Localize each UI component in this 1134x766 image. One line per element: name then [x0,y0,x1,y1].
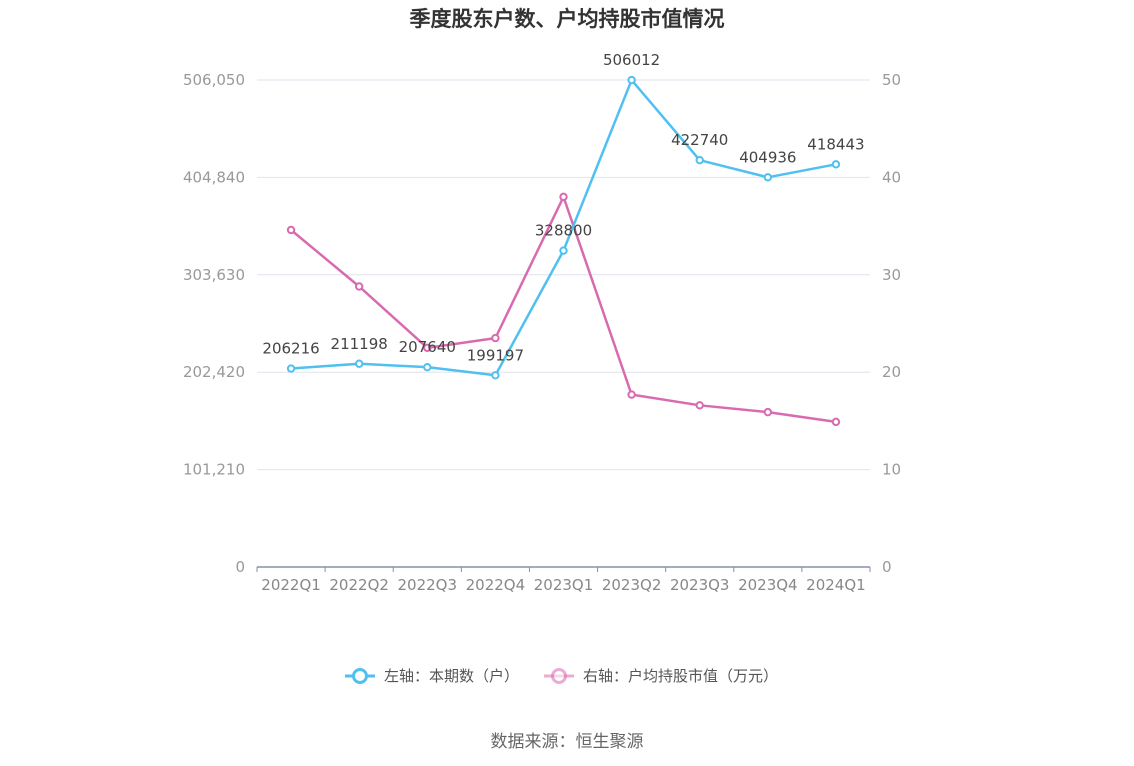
grid-layer [257,79,870,471]
data-label: 418443 [807,135,864,153]
data-point [763,407,773,417]
data-label: 404936 [739,148,796,166]
right-axis-tick-label: 20 [882,363,901,381]
data-label-layer: 206216 211198 207640 199197 328800 506012 4227… [262,51,864,364]
data-label: 211198 [331,335,388,353]
right-axis-tick-label: 40 [882,168,901,186]
right-axis-tick-label: 30 [882,266,901,284]
legend-avg-value-label: 右轴：户均持股市值（万元） [583,667,778,685]
x-axis-tick-label: 2023Q1 [534,576,594,594]
data-point [423,343,432,353]
x-axis-tick-label: 2023Q4 [738,576,798,594]
data-point [695,401,704,410]
data-point [695,155,704,165]
right-axis-tick-label: 50 [882,71,901,89]
data-point [627,75,636,85]
left-axis-tick-label: 404,840 [183,168,245,186]
data-label: 199197 [467,346,524,364]
x-axis-tick-label: 2024Q1 [806,576,866,594]
data-point [763,173,773,182]
series-layer [286,75,841,427]
right-axis-tick-label: 10 [882,461,901,479]
data-point [831,417,841,427]
left-axis-tick-label: 101,210 [183,461,245,479]
data-label: 207640 [399,338,456,356]
data-point [354,359,364,368]
data-point [559,246,568,255]
data-label: 422740 [671,131,728,149]
data-label: 328800 [535,222,592,240]
x-axis-tick-label: 2022Q4 [466,576,526,594]
legend-avg-value-marker [551,668,567,684]
data-point [354,282,364,291]
legend: 左轴：本期数（户） 右轴：户均持股市值（万元） [345,667,778,685]
legend-item-avg-value[interactable]: 右轴：户均持股市值（万元） [544,667,778,685]
chart-title: 季度股东户数、户均持股市值情况 [410,7,725,31]
x-axis-tick-label: 2023Q2 [602,576,662,594]
data-point [627,390,636,399]
right-axis-tick-label: 0 [882,558,892,576]
data-label: 206216 [262,340,319,358]
left-axis-tick-label: 506,050 [183,71,245,89]
x-axis-tick-label: 2022Q1 [261,576,321,594]
data-label: 506012 [603,51,660,69]
x-axis-tick-label: 2022Q2 [329,576,389,594]
legend-households-label: 左轴：本期数（户） [384,667,519,685]
left-axis-tick-label: 202,420 [183,363,245,381]
axis-layer: 0 0 101,210 10 202,420 20 303,630 30 404,840 40 50… [183,71,901,594]
left-axis-tick-label: 303,630 [183,266,245,284]
data-point [286,225,296,235]
data-point [286,364,296,373]
data-point [491,333,500,343]
x-axis-tick-label: 2022Q3 [398,576,458,594]
data-point [831,160,841,169]
legend-item-households[interactable]: 左轴：本期数（户） [345,667,519,685]
data-source: 数据来源：恒生聚源 [491,732,644,752]
data-point [423,362,432,372]
x-axis-tick-label: 2023Q3 [670,576,730,594]
data-point [491,371,500,380]
left-axis-tick-label: 0 [235,558,245,576]
legend-households-marker [352,668,368,684]
data-point [559,192,568,202]
